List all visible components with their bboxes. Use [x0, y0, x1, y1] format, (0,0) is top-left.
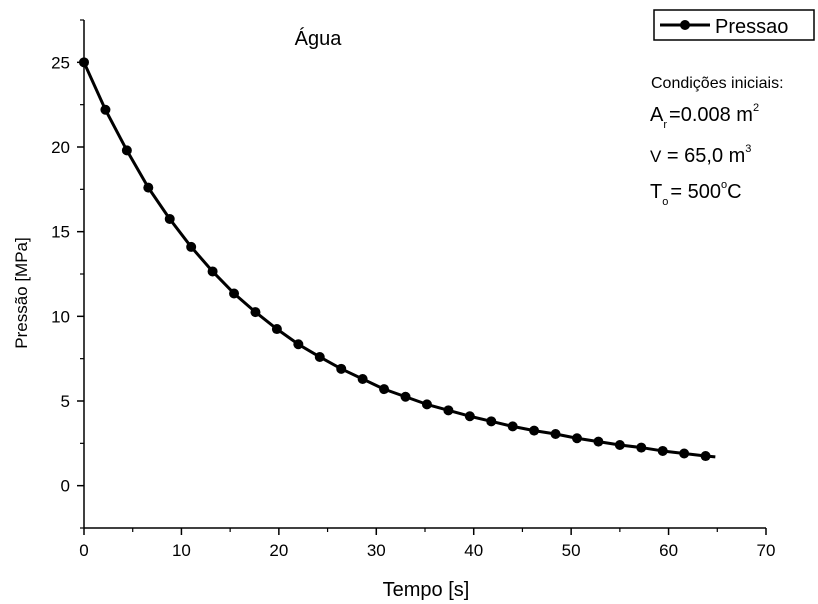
- data-point: [571, 433, 582, 444]
- chart-title: Água: [295, 27, 343, 50]
- data-point: [293, 339, 304, 350]
- temp-unit: C: [727, 181, 741, 203]
- data-point: [207, 266, 218, 277]
- y-tick-label: 5: [61, 392, 70, 411]
- data-point: [529, 425, 540, 436]
- data-point: [507, 421, 518, 432]
- data-point: [636, 442, 647, 453]
- data-point: [336, 363, 347, 374]
- volume-line: V = 65,0 m3: [650, 143, 751, 167]
- data-point: [550, 429, 561, 440]
- x-axis-title: Tempo [s]: [383, 579, 470, 601]
- y-tick-label: 0: [61, 477, 70, 496]
- y-tick-label: 25: [51, 53, 70, 72]
- initial-conditions-heading: Condições iniciais:: [651, 75, 784, 92]
- area-line: Ar =0.008 m2: [650, 102, 759, 131]
- data-point: [271, 324, 282, 335]
- data-point: [421, 399, 432, 410]
- area-subscript: r: [663, 119, 667, 131]
- x-tick-label: 0: [79, 541, 88, 560]
- data-point: [443, 405, 454, 416]
- y-tick-label: 15: [51, 223, 70, 242]
- data-point: [379, 384, 390, 395]
- x-tick-label: 40: [464, 541, 483, 560]
- y-tick-label: 10: [51, 307, 70, 326]
- area-symbol: A: [650, 104, 664, 126]
- y-axis-title: Pressão [MPa]: [12, 237, 31, 349]
- data-point: [229, 288, 240, 299]
- temp-value: = 500: [670, 181, 721, 203]
- volume-symbol: V: [650, 147, 662, 166]
- axes: 0 10 20 30 40 50 60 70 0 5 10 15 20 25: [51, 19, 776, 560]
- x-tick-label: 70: [757, 541, 776, 560]
- data-point: [314, 351, 325, 362]
- data-point: [679, 448, 690, 459]
- x-tick-label: 60: [659, 541, 678, 560]
- volume-power: 3: [745, 143, 751, 155]
- data-point: [464, 411, 475, 422]
- data-point: [186, 241, 197, 252]
- data-point: [357, 373, 368, 384]
- data-point: [79, 57, 89, 68]
- x-tick-label: 50: [562, 541, 581, 560]
- data-point: [100, 104, 111, 115]
- area-power: 2: [753, 102, 759, 114]
- legend-label: Pressao: [715, 16, 788, 38]
- data-point: [614, 440, 625, 451]
- series-line: [82, 61, 716, 459]
- data-point: [486, 416, 497, 427]
- data-point: [700, 451, 711, 462]
- data-point: [250, 307, 261, 318]
- temperature-line: To = 500oC: [650, 179, 742, 208]
- series-layer: [79, 57, 716, 462]
- legend-marker-sample: [680, 20, 690, 30]
- volume-value: = 65,0 m: [661, 145, 745, 167]
- temp-degree: o: [721, 179, 727, 191]
- data-point: [164, 213, 175, 224]
- data-point: [593, 436, 604, 447]
- data-point: [143, 182, 154, 193]
- data-point: [400, 391, 411, 402]
- area-value: =0.008 m: [669, 104, 753, 126]
- y-tick-label: 20: [51, 138, 70, 157]
- legend: Pressao: [653, 9, 815, 41]
- x-tick-label: 10: [172, 541, 191, 560]
- temp-subscript: o: [662, 196, 668, 208]
- initial-conditions: Condições iniciais: Ar =0.008 m2 V = 65,0…: [650, 75, 784, 208]
- temp-symbol: T: [650, 181, 662, 203]
- data-point: [121, 145, 132, 156]
- data-point: [657, 445, 668, 456]
- x-tick-label: 20: [269, 541, 288, 560]
- x-tick-label: 30: [367, 541, 386, 560]
